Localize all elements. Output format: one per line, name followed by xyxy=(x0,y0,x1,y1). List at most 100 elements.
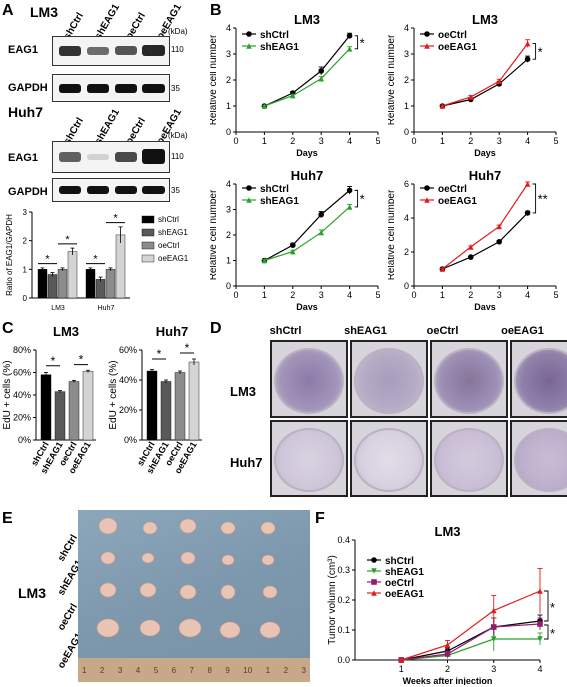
y-tick-label: 1 xyxy=(226,101,231,111)
legend-label: oeEAG1 xyxy=(385,589,424,600)
band-lm3-eag1-2 xyxy=(87,47,109,55)
x-tick-label: 5 xyxy=(375,290,380,300)
plate-huh7-shctrl xyxy=(270,420,348,497)
colony-col-label-3: oeCtrl xyxy=(426,325,459,337)
x-tick-label: 3 xyxy=(319,290,324,300)
band-huh7-gapdh-3 xyxy=(115,186,137,194)
x-tick-label: 4 xyxy=(537,664,542,674)
legend-label: shCtrl xyxy=(260,184,289,195)
x-tick-label: 2 xyxy=(468,290,473,300)
tumor xyxy=(180,551,196,565)
x-tick-label: 0 xyxy=(411,290,416,300)
plate-lm3-oectrl xyxy=(430,340,508,418)
data-point xyxy=(424,43,430,49)
y-tick-label: 40% xyxy=(13,390,31,400)
y-tick-label: 3 xyxy=(226,49,231,59)
dish-lm3-oeeag1 xyxy=(514,348,567,414)
tumor xyxy=(221,554,235,566)
data-point xyxy=(346,187,353,194)
chart-f: 1 2 3 4 0.0 0.1 0.2 0.3 0.4 LM3 Weeks after inject… xyxy=(327,524,555,685)
y-tick-label: 60% xyxy=(13,368,31,378)
y-tick-label: 3 xyxy=(226,205,231,215)
bar xyxy=(95,279,106,299)
tumor-row-label-3: oeCtrl xyxy=(56,601,80,633)
bar xyxy=(85,269,96,299)
legend-label: shEAG1 xyxy=(385,567,424,578)
legend-label: oeEAG1 xyxy=(158,254,189,263)
x-tick-label: 1 xyxy=(262,136,267,146)
tumor xyxy=(139,582,157,598)
tumor xyxy=(100,551,116,565)
band-lm3-gapdh-2 xyxy=(87,84,109,93)
legend-swatch xyxy=(141,241,155,250)
y-tick-label: 0 xyxy=(404,127,409,137)
y-tick-label: 0.1 xyxy=(337,625,350,635)
blot-lm3-eag1 xyxy=(52,36,170,66)
chart-b4: 0 1 2 3 4 5 0 2 4 6 Huh7 Days Relative cell number oe… xyxy=(388,168,559,310)
y-tick-label: 2 xyxy=(226,75,231,85)
x-tick-label: 2 xyxy=(445,664,450,674)
bar xyxy=(47,274,58,299)
y-axis-label: Relative cell number xyxy=(388,189,397,280)
dish-lm3-sheag1 xyxy=(354,348,424,414)
tumor xyxy=(139,619,161,637)
data-point xyxy=(537,588,543,594)
y-tick-label: 4 xyxy=(404,213,409,223)
data-point xyxy=(537,621,543,627)
ruler-number: 8 xyxy=(207,666,212,675)
significance-star: * xyxy=(79,353,84,367)
band-lm3-gapdh-1 xyxy=(59,84,81,93)
x-tick-label: 2 xyxy=(290,136,295,146)
y-tick-label: 20% xyxy=(13,413,31,423)
x-tick-label: 1 xyxy=(440,136,445,146)
panel-label-b: B xyxy=(210,2,222,19)
chart-b1: 0 1 2 3 4 5 0 1 2 3 4 LM3 Days Relative cell number sh… xyxy=(210,14,381,158)
data-point xyxy=(496,239,502,245)
ruler-number: 7 xyxy=(189,666,194,675)
y-axis-label: EdU + cells (%) xyxy=(108,360,119,429)
ruler-number: 4 xyxy=(135,666,141,675)
plate-lm3-oeeag1 xyxy=(510,340,567,418)
ruler-number: 1 xyxy=(265,666,271,675)
data-point xyxy=(524,56,531,62)
y-tick-label: 2 xyxy=(404,247,409,257)
tumor xyxy=(259,621,281,639)
tumor xyxy=(260,521,276,535)
series-line xyxy=(264,206,351,262)
data-point xyxy=(424,197,430,203)
panel-label-e: E xyxy=(2,510,13,527)
plate-huh7-oeeag1 xyxy=(510,420,567,497)
bar xyxy=(115,234,126,299)
bar xyxy=(105,269,116,299)
band-huh7-gapdh-1 xyxy=(59,186,81,194)
colony-col-label-1: shCtrl xyxy=(269,325,302,337)
dish-lm3-shctrl xyxy=(274,348,344,414)
y-tick-label: 0.0 xyxy=(337,655,350,665)
data-point xyxy=(246,31,252,37)
colony-col-label-4: oeEAG1 xyxy=(501,325,544,337)
panel-a-blots: LM3 shCtrl shEAG1 oeCtrl oeEAG1 (kDa) EA… xyxy=(0,0,205,202)
bar xyxy=(68,381,80,441)
chart-title: LM3 xyxy=(472,14,498,27)
y-tick-label: 0.2 xyxy=(337,595,350,605)
significance-star: * xyxy=(538,44,543,59)
blot-huh7-gapdh xyxy=(52,178,170,202)
plate-lm3-sheag1 xyxy=(350,340,428,418)
chart-b2: 0 1 2 3 4 5 0 1 2 3 4 LM3 Days Relative cell number oe… xyxy=(388,14,559,158)
significance-star: * xyxy=(550,626,555,641)
tumor xyxy=(261,554,275,566)
data-point xyxy=(424,185,430,191)
ruler-number: 10 xyxy=(243,666,253,675)
data-point xyxy=(371,557,377,563)
data-point xyxy=(524,181,531,187)
tumor-photo-drawing xyxy=(78,517,310,682)
blot-lm3-gapdh xyxy=(52,74,170,102)
bar xyxy=(67,251,78,299)
tumor xyxy=(96,618,120,638)
legend-label: oeEAG1 xyxy=(438,42,477,53)
y-tick-label: 40% xyxy=(119,375,137,385)
panel-e-tumors: LM3 shCtrl shEAG1 oeCtrl oeEAG1 1 2 3 4 … xyxy=(0,510,312,685)
y-tick-label: 80% xyxy=(13,345,31,355)
ruler xyxy=(78,658,310,682)
